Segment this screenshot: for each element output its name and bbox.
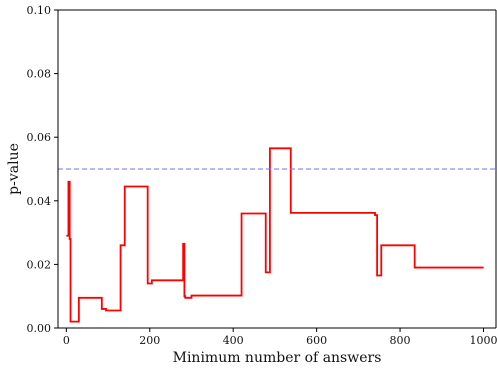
x-tick-label: 0 [63, 334, 70, 347]
x-tick-label: 200 [139, 334, 160, 347]
y-tick-label: 0.10 [27, 4, 52, 17]
y-tick-label: 0.00 [27, 322, 52, 335]
y-tick-label: 0.06 [27, 131, 52, 144]
y-axis-title: p-value [6, 143, 22, 195]
y-tick-label: 0.08 [27, 68, 52, 81]
x-tick-label: 600 [306, 334, 327, 347]
series-layer [58, 147, 496, 323]
x-tick-label: 800 [390, 334, 411, 347]
x-tick-label: 400 [223, 334, 244, 347]
ticks-layer: 0 200 400 600 800 1000 0.00 0.02 0.04 0.06 0.08 0.1… [27, 4, 497, 347]
x-tick-label: 1000 [469, 334, 497, 347]
p-value-series-line [66, 147, 484, 323]
axes-layer [57, 9, 497, 329]
y-tick-label: 0.04 [27, 195, 52, 208]
x-axis-title: Minimum number of answers [173, 350, 382, 366]
y-tick-label: 0.02 [27, 258, 52, 271]
